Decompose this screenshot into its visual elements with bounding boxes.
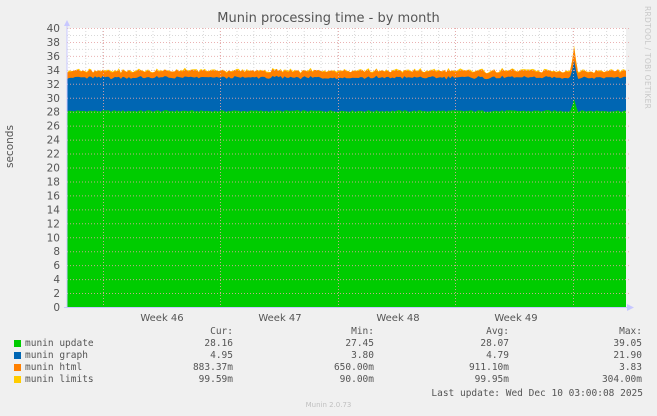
y-tick-label: 16: [47, 190, 61, 202]
last-update: Last update: Wed Dec 10 03:00:08 2025: [431, 388, 643, 399]
chart-title: Munin processing time - by month: [217, 11, 440, 26]
legend-row-munin-limits: munin limits 99.59m 90.00m 99.95m 304.00…: [0, 374, 657, 386]
y-tick-label: 38: [47, 37, 60, 49]
legend-max: 304.00m: [601, 374, 642, 385]
legend-max: 3.83: [619, 362, 642, 373]
legend-max: 21.90: [613, 350, 642, 361]
legend-row-munin-html: munin html 883.37m 650.00m 911.10m 3.83: [0, 362, 657, 374]
legend-row-munin-update: munin update 28.16 27.45 28.07 39.05: [0, 338, 657, 350]
legend-swatch-icon: [14, 364, 21, 371]
y-tick-label: 34: [47, 65, 61, 77]
y-tick-label: 10: [47, 232, 60, 244]
legend-cur: 4.95: [210, 350, 233, 361]
x-axis-arrow-icon: [627, 304, 634, 311]
y-tick-label: 30: [47, 93, 60, 105]
legend-avg: 4.79: [486, 350, 509, 361]
x-axis-ticks: Week 46 Week 47 Week 48 Week 49: [140, 313, 537, 324]
legend-min: 90.00m: [339, 374, 374, 385]
x-tick-label: Week 49: [494, 313, 537, 324]
y-tick-label: 22: [47, 149, 60, 161]
legend-cur: 883.37m: [192, 362, 233, 373]
y-tick-label: 8: [53, 246, 60, 258]
legend-header-avg: Avg:: [486, 326, 509, 337]
legend-label: munin limits: [25, 374, 94, 385]
area-munin-update: [67, 99, 626, 307]
y-tick-label: 40: [47, 23, 60, 35]
x-tick-label: Week 48: [376, 313, 419, 324]
y-tick-label: 4: [53, 274, 60, 286]
y-axis-arrow-icon: [64, 20, 70, 26]
legend-header-max: Max:: [619, 326, 642, 337]
legend-avg: 99.95m: [474, 374, 509, 385]
munin-version: Munin 2.0.73: [305, 401, 352, 409]
y-tick-label: 18: [47, 176, 60, 188]
y-tick-label: 14: [47, 204, 61, 216]
legend-min: 27.45: [345, 338, 374, 349]
y-tick-label: 36: [47, 51, 61, 63]
x-tick-label: Week 47: [258, 313, 301, 324]
y-tick-label: 12: [47, 218, 60, 230]
legend-label: munin html: [25, 362, 83, 373]
legend-label: munin update: [25, 338, 94, 349]
rrdtool-watermark: RRDTOOL / TOBI OETIKER: [643, 6, 652, 110]
y-tick-label: 0: [53, 302, 60, 314]
y-tick-label: 24: [47, 135, 61, 147]
y-tick-label: 6: [53, 260, 60, 272]
legend-header-min: Min:: [351, 326, 374, 337]
y-tick-label: 2: [53, 288, 60, 300]
y-tick-label: 32: [47, 79, 60, 91]
legend-header-row: Cur: Min: Avg: Max:: [0, 326, 657, 338]
y-tick-label: 26: [47, 121, 61, 133]
x-tick-label: Week 46: [140, 313, 183, 324]
legend-avg: 911.10m: [468, 362, 509, 373]
legend-header-cur: Cur:: [210, 326, 233, 337]
legend-swatch-icon: [14, 376, 21, 383]
legend-label: munin graph: [25, 350, 88, 361]
major-grid: [67, 28, 629, 310]
stacked-areas: [67, 45, 626, 308]
legend-avg: 28.07: [480, 338, 509, 349]
legend-swatch-icon: [14, 340, 21, 347]
legend-swatch-icon: [14, 352, 21, 359]
legend-min: 650.00m: [333, 362, 374, 373]
y-tick-label: 28: [47, 107, 60, 119]
legend-min: 3.80: [351, 350, 374, 361]
legend-cur: 99.59m: [198, 374, 233, 385]
y-tick-label: 20: [47, 163, 60, 175]
legend-cur: 28.16: [204, 338, 233, 349]
legend-max: 39.05: [613, 338, 642, 349]
legend-row-munin-graph: munin graph 4.95 3.80 4.79 21.90: [0, 350, 657, 362]
